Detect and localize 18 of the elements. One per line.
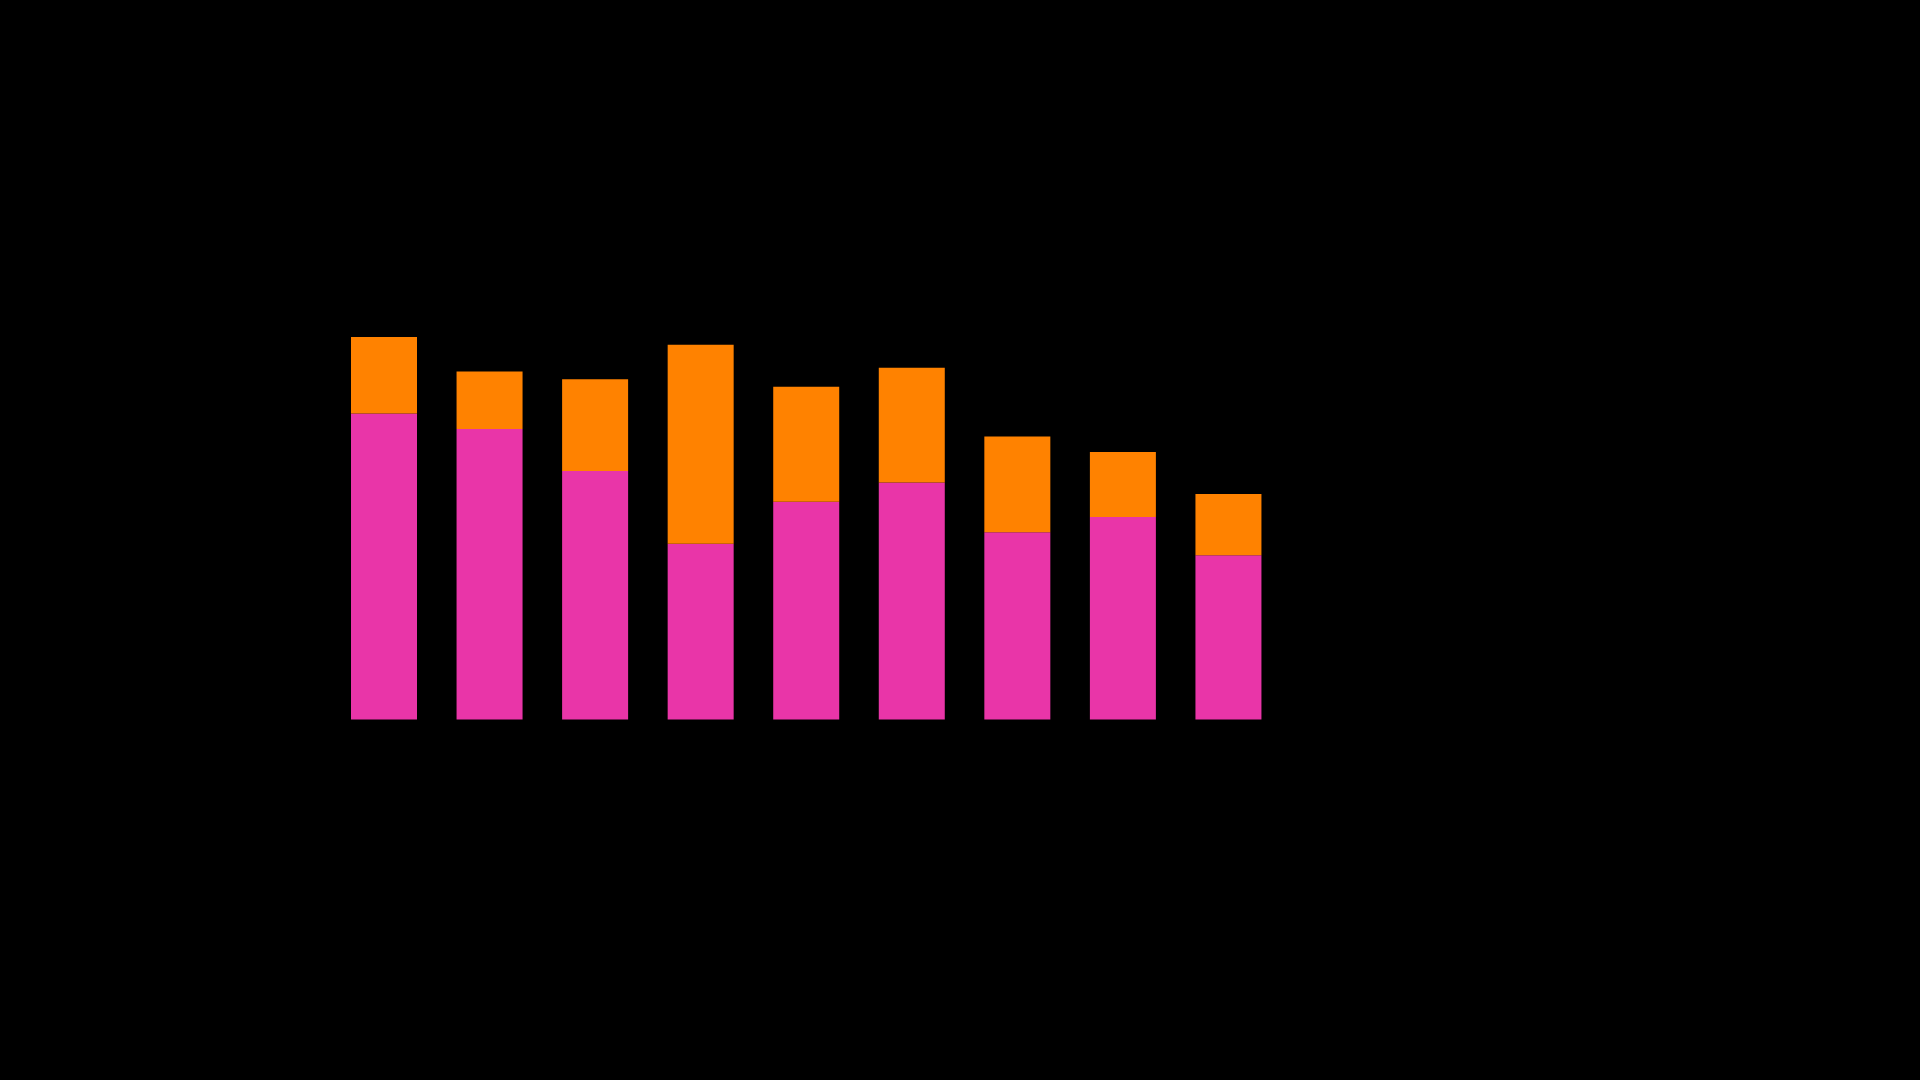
bar xyxy=(456,371,523,429)
bar xyxy=(351,413,417,720)
bar xyxy=(878,482,945,720)
bar xyxy=(1089,517,1156,720)
bar xyxy=(984,532,1051,720)
bar xyxy=(1195,555,1262,720)
bar xyxy=(562,379,629,472)
bar xyxy=(878,367,945,483)
bar xyxy=(984,436,1051,533)
bar xyxy=(667,543,734,720)
bar xyxy=(667,344,734,544)
bar xyxy=(456,428,523,720)
bar xyxy=(351,337,417,414)
bar xyxy=(773,386,840,502)
bar xyxy=(773,501,840,720)
bar xyxy=(1089,451,1156,518)
bar xyxy=(1195,494,1262,556)
bar xyxy=(562,471,629,720)
